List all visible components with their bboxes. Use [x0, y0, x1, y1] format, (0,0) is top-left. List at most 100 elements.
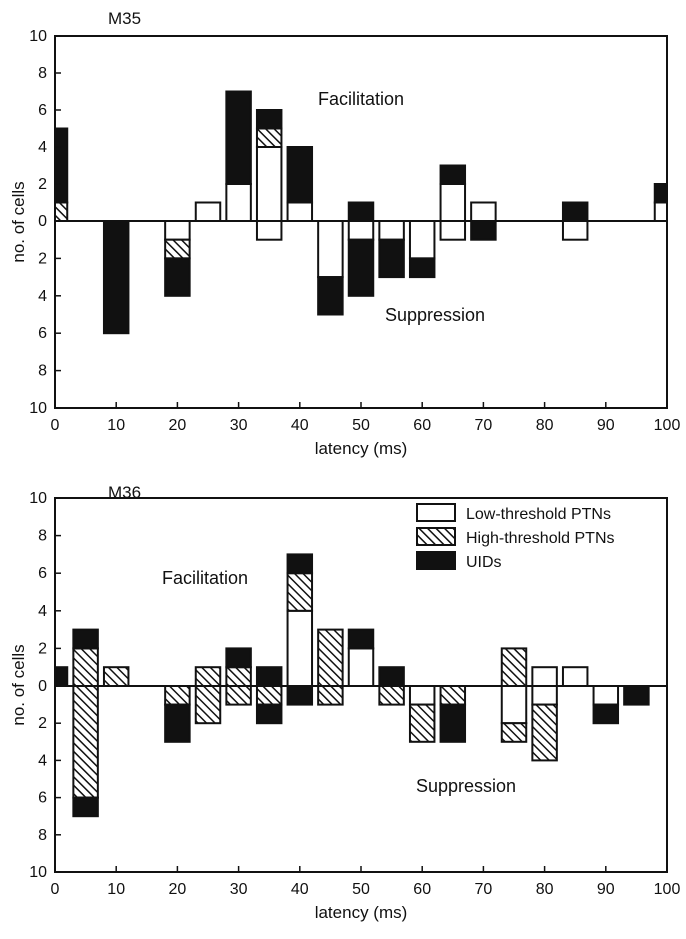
facilitation-bar-40-low-segment — [286, 201, 314, 222]
suppression-bar-60-low-segment — [408, 685, 436, 706]
facilitation-bar-45-high-segment — [317, 628, 344, 687]
facilitation-bar-25-high-segment — [194, 666, 222, 688]
panel-label: M36 — [108, 483, 141, 502]
suppression-bar-20-uid-segment — [164, 703, 191, 743]
facilitation-bar-40-uid-segment — [286, 553, 314, 575]
facilitation-bar-55-uid-segment — [378, 666, 405, 688]
facilitation-bar-5-uid-segment — [72, 628, 99, 650]
x-tick-label-80: 80 — [536, 417, 554, 434]
y-tick-label-up-2: 2 — [38, 640, 47, 657]
x-tick-label-0: 0 — [51, 417, 60, 434]
suppression-bar-45-uid-segment — [317, 276, 344, 316]
panel-label: M35 — [108, 9, 141, 28]
facilitation-bar-80 — [531, 666, 558, 688]
suppression-bar-55-uid-segment — [378, 238, 405, 279]
facilitation-bar-85 — [561, 666, 589, 688]
suppression-bar-35 — [255, 685, 283, 725]
y-tick-label-up-6: 6 — [38, 565, 47, 582]
legend-label-1: High-threshold PTNs — [466, 530, 615, 547]
facilitation-bar-50 — [347, 628, 375, 688]
facilitation-bar-0 — [54, 127, 69, 222]
facilitation-bar-0 — [54, 666, 69, 688]
facilitation-bar-25 — [194, 201, 222, 222]
suppression-bar-50 — [347, 220, 375, 297]
facilitation-annotation: Facilitation — [318, 89, 404, 109]
facilitation-bar-10-high-segment — [102, 666, 130, 688]
suppression-bar-60-low-segment — [408, 220, 436, 260]
x-tick-label-90: 90 — [597, 881, 615, 898]
suppression-bar-10 — [102, 220, 130, 335]
facilitation-bar-85 — [561, 201, 589, 222]
suppression-bar-65 — [439, 685, 467, 743]
facilitation-bar-50-uid-segment — [347, 628, 375, 650]
facilitation-annotation: Facilitation — [162, 568, 248, 588]
x-tick-label-60: 60 — [413, 417, 431, 434]
legend-swatch-1 — [416, 527, 456, 546]
x-tick-label-60: 60 — [413, 881, 431, 898]
x-tick-label-10: 10 — [107, 881, 125, 898]
suppression-bar-60-high-segment — [408, 703, 436, 743]
suppression-bar-75-high-segment — [500, 722, 528, 743]
suppression-bar-85-low-segment — [561, 220, 589, 241]
suppression-bar-10-uid-segment — [102, 220, 130, 335]
facilitation-bar-80-low-segment — [531, 666, 558, 688]
facilitation-bar-0-uid-segment — [54, 127, 69, 204]
facilitation-bar-30-low-segment — [225, 183, 252, 222]
suppression-bar-70 — [470, 220, 497, 241]
suppression-bar-20-low-segment — [164, 220, 191, 241]
suppression-bar-55-low-segment — [378, 220, 405, 241]
suppression-bar-5-uid-segment — [72, 796, 99, 818]
y-tick-label-up-0: 0 — [38, 213, 47, 230]
facilitation-bar-65 — [439, 164, 467, 222]
suppression-bar-40-uid-segment — [286, 685, 314, 706]
facilitation-bar-40-uid-segment — [286, 146, 314, 204]
suppression-bar-65-high-segment — [439, 685, 467, 706]
y-tick-label-up-8: 8 — [38, 65, 47, 82]
x-tick-label-30: 30 — [230, 417, 248, 434]
suppression-bar-80 — [531, 685, 558, 762]
x-tick-label-40: 40 — [291, 417, 309, 434]
suppression-bar-65 — [439, 220, 467, 241]
y-tick-label-down-8: 8 — [38, 827, 47, 844]
facilitation-bar-30-uid-segment — [225, 647, 252, 669]
facilitation-bar-50-low-segment — [347, 647, 375, 688]
facilitation-bar-100 — [653, 183, 669, 222]
suppression-bar-30 — [225, 685, 252, 706]
facilitation-bar-25-low-segment — [194, 201, 222, 222]
facilitation-bar-30 — [225, 647, 252, 688]
facilitation-bar-5 — [72, 628, 99, 688]
suppression-bar-70-uid-segment — [470, 220, 497, 241]
legend-swatch-2 — [416, 551, 456, 570]
y-tick-label-down-8: 8 — [38, 363, 47, 380]
facilitation-bar-30-high-segment — [225, 666, 252, 688]
facilitation-bar-40-low-segment — [286, 609, 314, 687]
bars — [54, 553, 650, 818]
facilitation-bar-0-high-segment — [54, 201, 69, 222]
y-tick-label-down-2: 2 — [38, 250, 47, 267]
suppression-bar-20-high-segment — [164, 238, 191, 260]
legend: Low-threshold PTNs High-threshold PTNs UID… — [416, 503, 615, 571]
suppression-bar-25-high-segment — [194, 685, 222, 725]
suppression-bar-20 — [164, 685, 191, 743]
y-tick-label-up-2: 2 — [38, 176, 47, 193]
suppression-bar-40 — [286, 685, 314, 706]
facilitation-bar-40-high-segment — [286, 572, 314, 612]
facilitation-bar-25 — [194, 666, 222, 688]
facilitation-bar-35-uid-segment — [255, 666, 283, 688]
suppression-bar-20-high-segment — [164, 685, 191, 706]
bars — [54, 90, 669, 335]
suppression-bar-65-low-segment — [439, 220, 467, 241]
y-tick-label-up-10: 10 — [29, 490, 47, 507]
suppression-bar-20-uid-segment — [164, 257, 191, 297]
facilitation-bar-35-uid-segment — [255, 109, 283, 130]
legend-label-0: Low-threshold PTNs — [466, 506, 611, 523]
facilitation-bar-65-uid-segment — [439, 164, 467, 185]
suppression-bar-55-high-segment — [378, 685, 405, 706]
y-tick-label-down-10: 10 — [29, 400, 47, 417]
facilitation-bar-40 — [286, 146, 314, 222]
y-tick-label-down-4: 4 — [38, 288, 47, 305]
